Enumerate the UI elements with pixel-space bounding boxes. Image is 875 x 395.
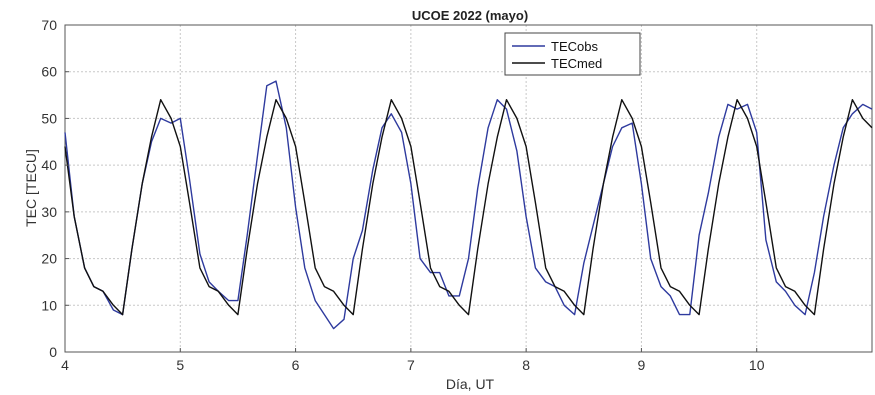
x-tick-label: 5 — [176, 357, 184, 373]
y-tick-label: 0 — [49, 344, 57, 360]
y-tick-label: 70 — [41, 17, 57, 33]
y-axis-label: TEC [TECU] — [23, 149, 39, 227]
y-tick-label: 30 — [41, 204, 57, 220]
series-line-tecobs — [64, 80, 873, 330]
plot-frame — [64, 24, 873, 353]
x-tick-label: 8 — [522, 357, 530, 373]
y-tick-label: 40 — [41, 157, 57, 173]
legend: TECobs TECmed — [504, 32, 641, 76]
x-tick-label: 4 — [61, 357, 69, 373]
x-tick-label: 7 — [407, 357, 415, 373]
series-line-tecmed — [64, 98, 873, 316]
axis-ticks: 4 5 6 7 8 9 10 0 10 20 30 40 50 60 70 — [41, 17, 764, 373]
legend-label: TECmed — [551, 56, 602, 71]
x-tick-label: 6 — [292, 357, 300, 373]
y-tick-label: 20 — [41, 251, 57, 267]
legend-label: TECobs — [551, 39, 598, 54]
grid-lines — [64, 24, 872, 353]
chart-title: UCOE 2022 (mayo) — [412, 8, 528, 23]
y-tick-label: 10 — [41, 297, 57, 313]
x-tick-label: 9 — [638, 357, 646, 373]
legend-box — [504, 32, 641, 76]
y-tick-label: 60 — [41, 64, 57, 80]
x-axis-label: Día, UT — [446, 376, 495, 392]
y-tick-label: 50 — [41, 110, 57, 126]
series-layer — [64, 80, 873, 330]
x-tick-label: 10 — [749, 357, 765, 373]
